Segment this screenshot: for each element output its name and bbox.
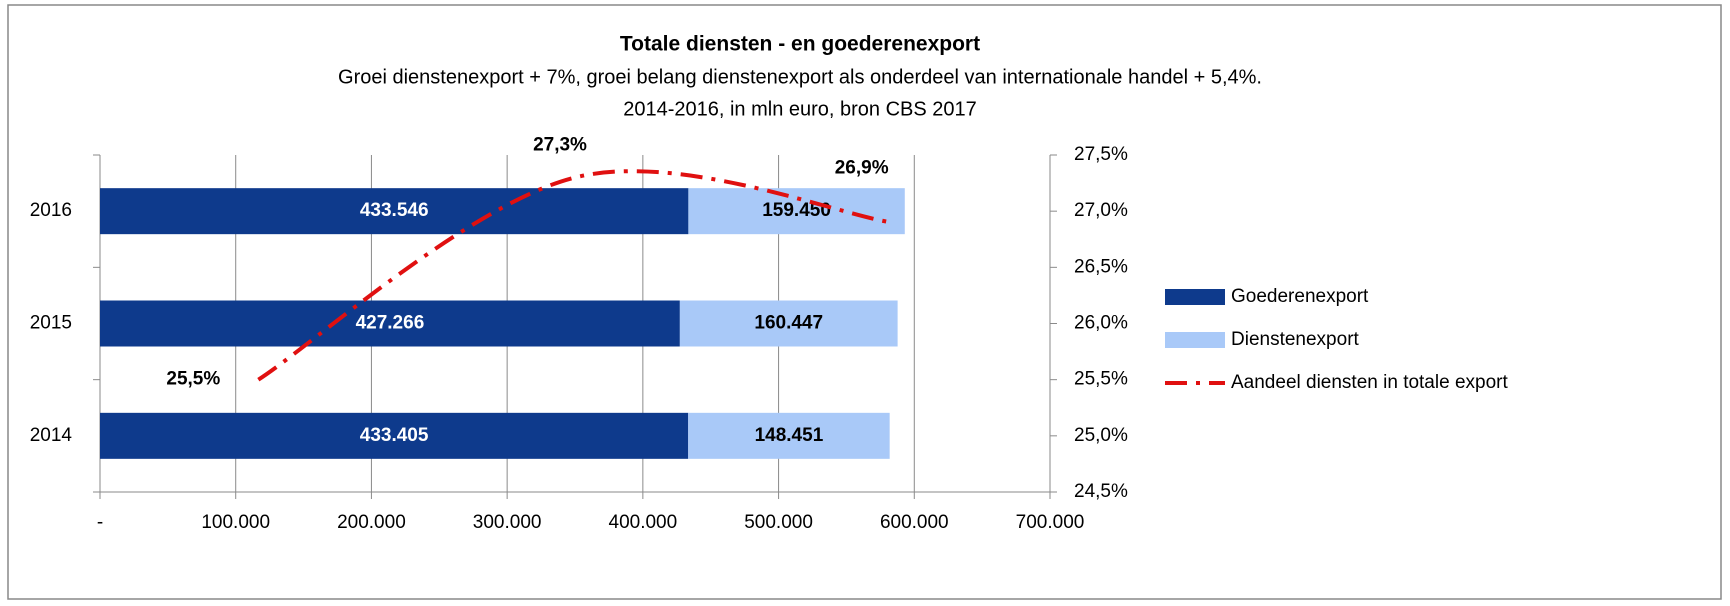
bar	[100, 300, 680, 347]
legend-label: Goederenexport	[1231, 286, 1369, 307]
bar-label: 433.405	[360, 425, 429, 446]
y2-tick-label: 27,0%	[1074, 200, 1128, 221]
y-tick-label: 2015	[30, 313, 72, 334]
y-tick-label: 2016	[30, 200, 72, 221]
bar-label: 148.451	[755, 425, 824, 446]
x-tick-label: 600.000	[880, 512, 949, 533]
bar-label: 159.450	[762, 200, 831, 221]
chart-subtitle: 2014-2016, in mln euro, bron CBS 2017	[623, 98, 977, 120]
x-tick-label: 700.000	[1016, 512, 1085, 533]
line-label: 25,5%	[166, 369, 220, 390]
legend-label: Dienstenexport	[1231, 329, 1360, 350]
y2-tick-label: 25,0%	[1074, 425, 1128, 446]
x-tick-label: 400.000	[609, 512, 678, 533]
x-tick-label: 500.000	[744, 512, 813, 533]
y-tick-label: 2014	[30, 425, 73, 446]
x-tick-label: 300.000	[473, 512, 542, 533]
bar-label: 433.546	[360, 200, 429, 221]
bar	[100, 188, 689, 235]
y2-tick-label: 26,5%	[1074, 256, 1128, 277]
bar	[679, 300, 898, 347]
bar	[688, 188, 905, 235]
y2-tick-label: 27,5%	[1074, 144, 1128, 165]
y2-tick-label: 26,0%	[1074, 313, 1128, 334]
x-tick-label: -	[97, 512, 103, 533]
line-series	[257, 169, 892, 382]
chart-title: Totale diensten - en goederenexport	[620, 33, 980, 56]
line-label: 27,3%	[533, 134, 587, 155]
bar-label: 427.266	[356, 313, 425, 334]
chart-subtitle: Groei dienstenexport + 7%, groei belang …	[338, 66, 1262, 88]
legend-swatch	[1165, 289, 1225, 305]
legend-swatch	[1165, 332, 1225, 348]
bar	[688, 412, 890, 459]
x-tick-label: 100.000	[201, 512, 270, 533]
legend-label: Aandeel diensten in totale export	[1231, 372, 1508, 393]
x-tick-label: 200.000	[337, 512, 406, 533]
y2-tick-label: 24,5%	[1074, 481, 1128, 502]
bar	[100, 412, 689, 459]
y2-tick-label: 25,5%	[1074, 369, 1128, 390]
line-label: 26,9%	[835, 157, 889, 178]
bar-label: 160.447	[754, 313, 823, 334]
